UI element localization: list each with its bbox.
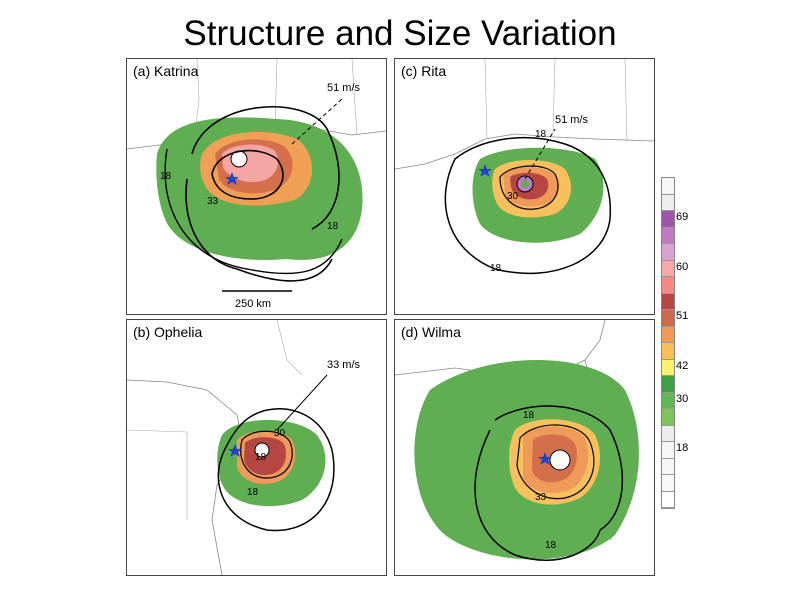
panel-rita: 51 m/s 18 30 18 (c) Rita xyxy=(394,58,655,315)
wilma-map: 18 33 18 xyxy=(395,320,639,561)
storm-center-icon xyxy=(478,164,492,177)
colorbar-cell xyxy=(662,326,674,343)
svg-text:18: 18 xyxy=(535,129,547,140)
panel-wilma: 18 33 18 (d) Wilma xyxy=(394,319,655,576)
colorbar-cell xyxy=(662,392,674,409)
svg-text:18: 18 xyxy=(255,452,267,463)
colorbar-cell xyxy=(662,227,674,244)
svg-text:33: 33 xyxy=(535,492,547,503)
colorbar-tick-label: 42 xyxy=(676,359,689,372)
svg-text:18: 18 xyxy=(490,263,502,274)
colorbar-cell xyxy=(662,244,674,261)
scale-bar-label: 250 km xyxy=(235,298,271,310)
panel-label: (c) Rita xyxy=(401,63,447,79)
colorbar-cell xyxy=(662,178,674,195)
colorbar-cell xyxy=(662,475,674,492)
colorbar-cell xyxy=(662,260,674,277)
panel-katrina: 51 m/s 18 33 18 250 km (a) Katrina xyxy=(126,58,387,315)
storm-center-icon xyxy=(225,172,239,185)
katrina-contour-label: 51 m/s xyxy=(327,82,361,94)
colorbar-cell xyxy=(662,458,674,475)
colorbar-tick-label: 60 xyxy=(676,260,689,273)
svg-text:18: 18 xyxy=(523,410,535,421)
storm-center-icon xyxy=(228,444,242,457)
colorbar-cell xyxy=(662,376,674,393)
colorbar-tick-label: 69 xyxy=(676,211,689,223)
svg-text:30: 30 xyxy=(274,428,286,439)
colorbar-cell xyxy=(662,442,674,459)
svg-text:30: 30 xyxy=(507,191,519,202)
katrina-map: 51 m/s 18 33 18 250 km xyxy=(127,59,386,310)
svg-text:18: 18 xyxy=(160,171,172,182)
colorbar-cell xyxy=(662,425,674,442)
colorbar-cell xyxy=(662,310,674,327)
ophelia-map: 33 m/s 30 18 18 xyxy=(127,320,361,575)
colorbar-cell xyxy=(662,409,674,426)
panel-label: (a) Katrina xyxy=(133,63,199,79)
svg-text:18: 18 xyxy=(327,221,339,232)
panel-ophelia: 33 m/s 30 18 18 (b) Ophelia xyxy=(126,319,387,576)
rita-contour-label: 51 m/s xyxy=(555,114,589,126)
ophelia-contour-label: 33 m/s xyxy=(327,359,361,371)
colorbar-cell xyxy=(662,293,674,310)
svg-text:18: 18 xyxy=(247,487,259,498)
figure-title: Structure and Size Variation xyxy=(183,14,617,53)
svg-text:33: 33 xyxy=(207,196,219,207)
panel-label: (b) Ophelia xyxy=(133,324,203,340)
storm-center-icon xyxy=(538,452,552,465)
colorbar-cell xyxy=(662,194,674,211)
panel-label: (d) Wilma xyxy=(401,324,461,340)
colorbar-tick-label: 30 xyxy=(676,392,689,405)
colorbar-cell xyxy=(662,359,674,376)
colorbar-cell xyxy=(662,277,674,294)
colorbar-cell xyxy=(662,491,674,508)
svg-text:18: 18 xyxy=(545,540,557,551)
colorbar-cell xyxy=(662,211,674,228)
rita-map: 51 m/s 18 30 18 xyxy=(395,59,654,275)
colorbar-tick-label: 51 xyxy=(676,310,689,322)
colorbar xyxy=(661,177,675,509)
colorbar-cell xyxy=(662,343,674,360)
colorbar-tick-label: 18 xyxy=(676,442,689,454)
